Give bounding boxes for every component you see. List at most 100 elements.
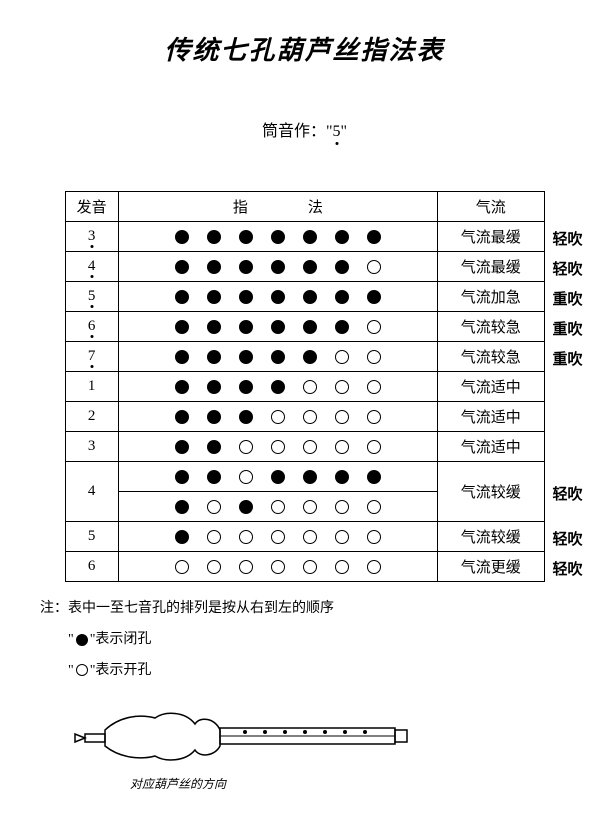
note-cell: 6 — [65, 312, 118, 342]
subtitle-dot-icon — [335, 142, 338, 145]
open-hole-icon — [367, 380, 381, 394]
filled-hole-icon — [303, 290, 317, 304]
subtitle-prefix: 筒音作：" — [262, 123, 333, 140]
filled-hole-icon — [207, 380, 221, 394]
fingering-cell — [118, 252, 437, 282]
diagram-caption: 对应葫芦丝的方向 — [130, 775, 569, 792]
hole-row — [119, 376, 437, 398]
hole-row — [119, 436, 437, 458]
filled-hole-icon — [175, 380, 189, 394]
open-hole-icon — [335, 560, 349, 574]
airflow-cell: 气流较急 — [438, 342, 544, 372]
subtitle: 筒音作："5" — [40, 117, 569, 141]
filled-hole-icon — [175, 350, 189, 364]
open-hole-icon — [367, 410, 381, 424]
filled-hole-icon — [367, 470, 381, 484]
subtitle-note: 5 — [333, 123, 341, 141]
note2-prefix: " — [68, 632, 74, 647]
table-row: 3 气流适中 — [65, 432, 544, 462]
hulusi-diagram: 对应葫芦丝的方向 — [70, 706, 569, 792]
fingering-cell — [118, 402, 437, 432]
note-cell: 1 — [65, 372, 118, 402]
filled-hole-icon — [239, 380, 253, 394]
hole-row — [119, 316, 437, 338]
open-hole-icon — [367, 440, 381, 454]
open-hole-icon — [271, 530, 285, 544]
airflow-cell: 气流适中 — [438, 372, 544, 402]
filled-hole-icon — [303, 350, 317, 364]
open-hole-icon — [175, 560, 189, 574]
airflow-cell: 气流最缓 — [438, 252, 544, 282]
hole-row — [119, 226, 437, 248]
filled-hole-icon — [239, 350, 253, 364]
header-note: 发音 — [65, 192, 118, 222]
open-hole-icon — [335, 530, 349, 544]
fingering-cell — [118, 342, 437, 372]
open-hole-icon — [207, 560, 221, 574]
note-dot-icon — [90, 365, 93, 368]
filled-hole-icon — [303, 320, 317, 334]
open-hole-icon — [303, 530, 317, 544]
table-body: 3气流最缓4气流最缓5气流加急6气流较急7气流较急1气流适中2气流适中3气流适中… — [65, 222, 544, 582]
airflow-cell: 气流较缓 — [438, 522, 544, 552]
open-hole-icon — [335, 440, 349, 454]
page-title: 传统七孔葫芦丝指法表 — [40, 30, 569, 67]
filled-hole-icon — [175, 470, 189, 484]
filled-hole-icon — [175, 260, 189, 274]
open-hole-icon — [271, 410, 285, 424]
open-hole-icon — [239, 560, 253, 574]
open-hole-icon — [303, 410, 317, 424]
note-line-2: " "表示闭孔 — [68, 625, 569, 656]
open-hole-icon — [335, 350, 349, 364]
table-row: 6气流较急 — [65, 312, 544, 342]
filled-hole-icon — [175, 440, 189, 454]
table-row: 5气流加急 — [65, 282, 544, 312]
open-hole-icon — [367, 350, 381, 364]
subtitle-note-value: 5 — [333, 123, 341, 140]
fingering-cell — [118, 222, 437, 252]
note2-suffix: "表示闭孔 — [90, 632, 152, 647]
filled-hole-icon — [239, 230, 253, 244]
note-dot-icon — [90, 245, 93, 248]
filled-hole-icon — [207, 230, 221, 244]
airflow-cell: 气流适中 — [438, 432, 544, 462]
filled-hole-icon — [271, 260, 285, 274]
table-row: 7气流较急 — [65, 342, 544, 372]
filled-hole-icon — [271, 380, 285, 394]
note-dot-icon — [90, 275, 93, 278]
filled-hole-icon — [303, 260, 317, 274]
filled-circle-icon — [76, 634, 88, 646]
filled-hole-icon — [271, 350, 285, 364]
open-hole-icon — [303, 380, 317, 394]
hole-row — [119, 256, 437, 278]
open-hole-icon — [207, 500, 221, 514]
open-hole-icon — [335, 500, 349, 514]
table-row: 3气流最缓 — [65, 222, 544, 252]
side-label: 重吹 — [553, 288, 583, 309]
hole-row — [119, 346, 437, 368]
note-cell: 3 — [65, 222, 118, 252]
hulusi-svg-icon — [70, 706, 410, 766]
side-label: 重吹 — [553, 348, 583, 369]
note-dot-icon — [90, 335, 93, 338]
fingering-cell — [118, 552, 437, 582]
filled-hole-icon — [175, 500, 189, 514]
note-cell: 4 — [65, 462, 118, 522]
filled-hole-icon — [207, 410, 221, 424]
open-hole-icon — [367, 560, 381, 574]
note-dot-icon — [90, 305, 93, 308]
fingering-cell — [118, 282, 437, 312]
hole-row — [119, 466, 437, 488]
filled-hole-icon — [271, 290, 285, 304]
side-label: 轻吹 — [553, 258, 583, 279]
filled-hole-icon — [335, 320, 349, 334]
header-airflow: 气流 — [438, 192, 544, 222]
table-header-row: 发音 指法 气流 — [65, 192, 544, 222]
open-hole-icon — [367, 260, 381, 274]
note-cell: 3 — [65, 432, 118, 462]
fingering-cell — [118, 492, 437, 522]
airflow-cell: 气流适中 — [438, 402, 544, 432]
header-fingering: 指法 — [118, 192, 437, 222]
filled-hole-icon — [271, 320, 285, 334]
note-cell: 5 — [65, 282, 118, 312]
